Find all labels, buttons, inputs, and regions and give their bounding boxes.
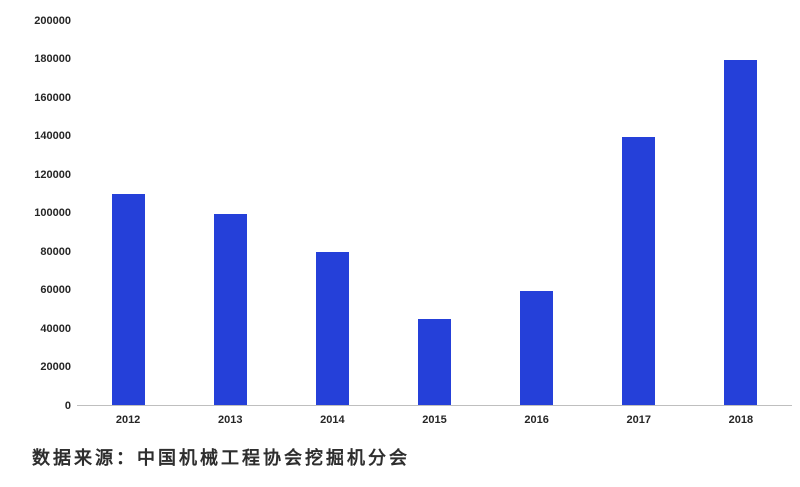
bar-2014 (315, 252, 349, 406)
x-tick-label-2016: 2016 (524, 414, 549, 426)
x-tick-label-2015: 2015 (422, 414, 447, 426)
bar-slot-2012 (77, 21, 179, 406)
y-tick-label-100000: 100000 (34, 207, 71, 219)
y-tick-label-160000: 160000 (34, 91, 71, 104)
x-tick-label-2017: 2017 (626, 414, 652, 426)
x-tick-label-2018: 2018 (728, 414, 754, 426)
x-tick-label-2014: 2014 (320, 414, 345, 426)
bar-slot-2014 (281, 21, 383, 406)
bar-2015 (417, 319, 451, 406)
x-tick-label-2013: 2013 (217, 414, 243, 426)
bar-slot-2018 (690, 21, 792, 406)
x-tick-label-2012: 2012 (115, 414, 141, 426)
x-axis-line (77, 405, 792, 406)
bar-2013 (213, 213, 247, 406)
y-tick-label-40000: 40000 (40, 322, 71, 335)
y-tick-label-200000: 200000 (34, 14, 71, 27)
y-tick-label-80000: 80000 (40, 245, 71, 258)
bar-2012 (111, 194, 145, 406)
source-caption: 数据来源：中国机械工程协会挖掘机分会 (32, 448, 410, 468)
bar-slot-2015 (383, 21, 485, 406)
bar-slot-2017 (588, 21, 690, 406)
bars-container (77, 21, 792, 406)
y-tick-label-60000: 60000 (40, 284, 71, 296)
bar-2016 (520, 290, 554, 406)
bar-slot-2013 (179, 21, 281, 406)
bar-2018 (724, 59, 758, 406)
y-axis-labels: 0 20000 40000 60000 80000 100000 120000 140000 1… (0, 0, 71, 487)
y-tick-label-180000: 180000 (34, 53, 71, 65)
y-tick-label-20000: 20000 (40, 361, 71, 373)
bar-slot-2016 (486, 21, 588, 406)
bar-2017 (622, 136, 656, 406)
x-axis-labels: 2012 2013 2014 2015 2016 2017 2018 (77, 413, 792, 427)
y-tick-label-140000: 140000 (34, 130, 71, 142)
y-tick-label-120000: 120000 (34, 168, 71, 181)
y-tick-label-0: 0 (64, 399, 71, 412)
